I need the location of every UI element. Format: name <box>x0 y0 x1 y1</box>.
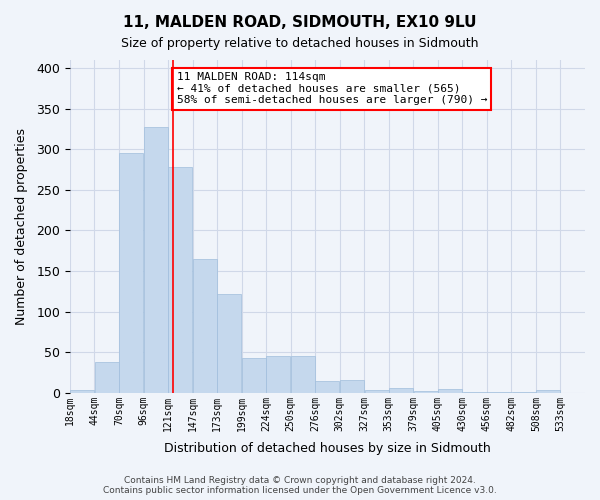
Bar <box>389 388 413 393</box>
Bar <box>242 358 266 393</box>
Bar <box>193 259 217 393</box>
Text: 11 MALDEN ROAD: 114sqm
← 41% of detached houses are smaller (565)
58% of semi-de: 11 MALDEN ROAD: 114sqm ← 41% of detached… <box>176 72 487 106</box>
Bar <box>266 356 290 393</box>
Bar <box>95 362 119 393</box>
Bar <box>536 390 560 393</box>
Bar <box>438 389 462 393</box>
Text: Size of property relative to detached houses in Sidmouth: Size of property relative to detached ho… <box>121 38 479 51</box>
Y-axis label: Number of detached properties: Number of detached properties <box>15 128 28 325</box>
Bar <box>512 392 536 393</box>
Bar <box>70 390 94 393</box>
Bar <box>316 380 340 393</box>
Bar <box>463 392 487 393</box>
Bar <box>144 128 168 393</box>
Bar <box>487 392 511 393</box>
Text: 11, MALDEN ROAD, SIDMOUTH, EX10 9LU: 11, MALDEN ROAD, SIDMOUTH, EX10 9LU <box>123 15 477 30</box>
Bar <box>413 391 437 393</box>
Bar <box>340 380 364 393</box>
Bar <box>365 390 389 393</box>
Bar <box>119 154 143 393</box>
Bar <box>168 167 193 393</box>
Bar <box>217 294 241 393</box>
X-axis label: Distribution of detached houses by size in Sidmouth: Distribution of detached houses by size … <box>164 442 491 455</box>
Text: Contains HM Land Registry data © Crown copyright and database right 2024.
Contai: Contains HM Land Registry data © Crown c… <box>103 476 497 495</box>
Bar <box>291 356 315 393</box>
